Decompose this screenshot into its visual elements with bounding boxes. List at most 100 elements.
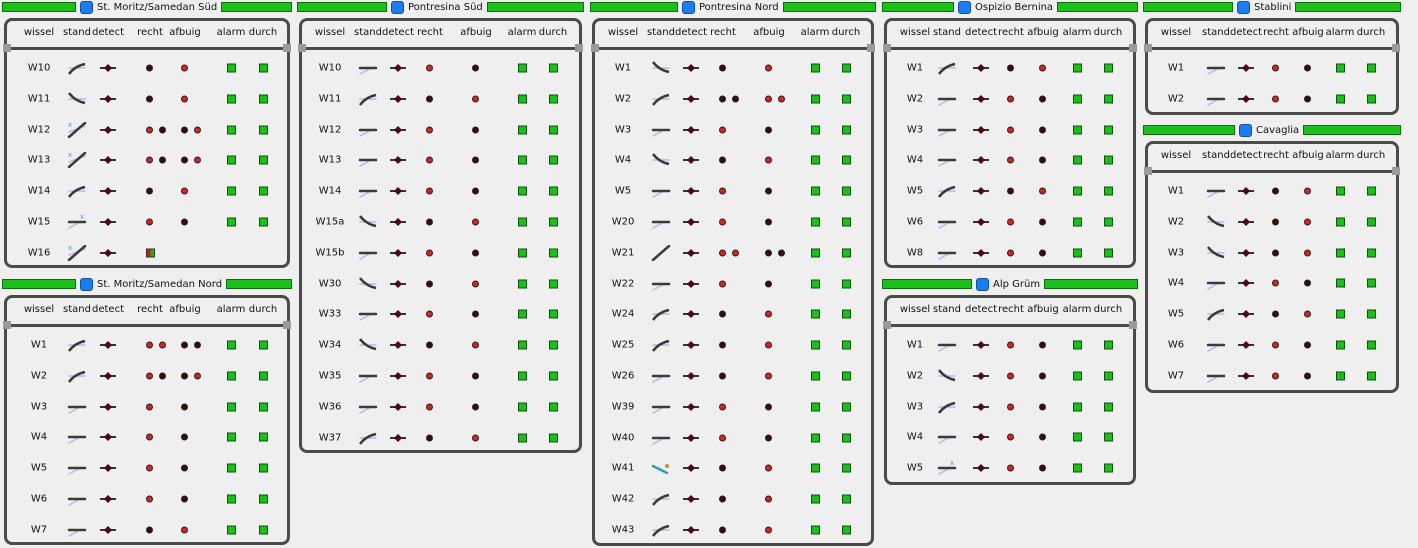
switch-position-icon[interactable] [651, 522, 671, 538]
alarm-indicator[interactable] [811, 186, 820, 196]
alarm-indicator[interactable] [1073, 155, 1082, 165]
durch-indicator[interactable] [842, 433, 851, 443]
alarm-indicator[interactable] [1336, 248, 1345, 258]
durch-indicator[interactable] [1104, 186, 1113, 196]
switch-position-icon[interactable] [651, 244, 671, 262]
alarm-indicator[interactable] [518, 186, 527, 196]
alarm-indicator[interactable] [227, 402, 236, 412]
durch-indicator[interactable] [842, 217, 851, 227]
durch-indicator[interactable] [549, 433, 558, 443]
switch-position-icon[interactable] [651, 399, 671, 415]
station-select-button[interactable] [1237, 0, 1250, 14]
switch-position-icon[interactable] [651, 368, 671, 384]
durch-indicator[interactable] [1104, 402, 1113, 412]
durch-indicator[interactable] [842, 125, 851, 135]
durch-indicator[interactable] [259, 217, 268, 227]
switch-position-icon[interactable] [358, 214, 378, 230]
durch-indicator[interactable] [1367, 248, 1376, 258]
durch-indicator[interactable] [1104, 125, 1113, 135]
durch-indicator[interactable] [842, 494, 851, 504]
alarm-indicator[interactable] [1073, 248, 1082, 258]
alarm-indicator[interactable] [518, 155, 527, 165]
durch-indicator[interactable] [1104, 463, 1113, 473]
alarm-indicator[interactable] [1073, 186, 1082, 196]
switch-position-icon[interactable] [358, 60, 378, 76]
durch-indicator[interactable] [842, 63, 851, 73]
alarm-indicator[interactable] [227, 525, 236, 535]
switch-position-icon[interactable]: x [937, 459, 957, 476]
alarm-indicator[interactable] [811, 463, 820, 473]
switch-position-icon[interactable] [67, 491, 87, 507]
durch-indicator[interactable] [259, 63, 268, 73]
durch-indicator[interactable] [1104, 432, 1113, 442]
alarm-indicator[interactable] [1336, 63, 1345, 73]
alarm-indicator[interactable] [1336, 278, 1345, 288]
alarm-indicator[interactable] [227, 63, 236, 73]
durch-indicator[interactable] [259, 494, 268, 504]
alarm-indicator[interactable] [1073, 432, 1082, 442]
alarm-indicator[interactable] [1073, 371, 1082, 381]
alarm-indicator[interactable] [811, 525, 820, 535]
alarm-indicator[interactable] [227, 432, 236, 442]
alarm-indicator[interactable] [1336, 94, 1345, 104]
alarm-indicator[interactable] [227, 217, 236, 227]
durch-indicator[interactable] [549, 371, 558, 381]
alarm-indicator[interactable] [518, 309, 527, 319]
switch-position-icon[interactable] [937, 399, 957, 415]
switch-position-icon[interactable] [651, 214, 671, 230]
switch-position-icon[interactable] [651, 491, 671, 507]
switch-position-icon[interactable] [67, 337, 87, 353]
alarm-indicator[interactable] [227, 463, 236, 473]
switch-position-icon[interactable] [67, 60, 87, 76]
switch-position-icon[interactable] [67, 460, 87, 476]
switch-position-icon[interactable] [651, 430, 671, 446]
switch-position-icon[interactable] [358, 276, 378, 292]
durch-indicator[interactable] [1367, 309, 1376, 319]
alarm-indicator[interactable] [227, 371, 236, 381]
switch-position-icon[interactable] [651, 306, 671, 322]
switch-position-icon[interactable] [651, 276, 671, 292]
alarm-indicator[interactable] [227, 494, 236, 504]
durch-indicator[interactable] [1104, 371, 1113, 381]
station-select-button[interactable] [976, 277, 989, 291]
alarm-indicator[interactable] [811, 494, 820, 504]
switch-position-icon[interactable] [937, 152, 957, 168]
switch-position-icon[interactable] [937, 214, 957, 230]
durch-indicator[interactable] [1367, 186, 1376, 196]
durch-indicator[interactable] [842, 186, 851, 196]
switch-position-icon[interactable] [1206, 214, 1226, 230]
switch-position-icon[interactable] [1206, 183, 1226, 199]
durch-indicator[interactable] [549, 186, 558, 196]
alarm-indicator[interactable] [518, 94, 527, 104]
switch-position-icon[interactable] [1206, 275, 1226, 291]
durch-indicator[interactable] [549, 155, 558, 165]
switch-position-icon[interactable] [358, 91, 378, 107]
durch-indicator[interactable] [1367, 217, 1376, 227]
durch-indicator[interactable] [1104, 94, 1113, 104]
alarm-indicator[interactable] [1336, 340, 1345, 350]
switch-position-icon[interactable] [937, 429, 957, 445]
alarm-indicator[interactable] [811, 371, 820, 381]
alarm-indicator[interactable] [518, 248, 527, 258]
durch-indicator[interactable] [1104, 63, 1113, 73]
alarm-indicator[interactable] [518, 371, 527, 381]
alarm-indicator[interactable] [1073, 63, 1082, 73]
switch-position-icon[interactable] [358, 245, 378, 261]
durch-indicator[interactable] [549, 309, 558, 319]
alarm-indicator[interactable] [518, 433, 527, 443]
switch-position-icon[interactable] [67, 429, 87, 445]
durch-indicator[interactable] [1104, 340, 1113, 350]
alarm-indicator[interactable] [518, 63, 527, 73]
durch-indicator[interactable] [549, 340, 558, 350]
switch-position-icon[interactable] [1206, 306, 1226, 322]
switch-position-icon[interactable] [358, 337, 378, 353]
durch-indicator[interactable] [259, 186, 268, 196]
alarm-indicator[interactable] [811, 248, 820, 258]
durch-indicator[interactable] [259, 340, 268, 350]
switch-position-icon[interactable]: x [67, 213, 87, 230]
switch-position-icon[interactable] [67, 522, 87, 538]
alarm-indicator[interactable] [1073, 125, 1082, 135]
durch-indicator[interactable] [842, 279, 851, 289]
durch-indicator[interactable] [549, 402, 558, 412]
durch-indicator[interactable] [1367, 63, 1376, 73]
